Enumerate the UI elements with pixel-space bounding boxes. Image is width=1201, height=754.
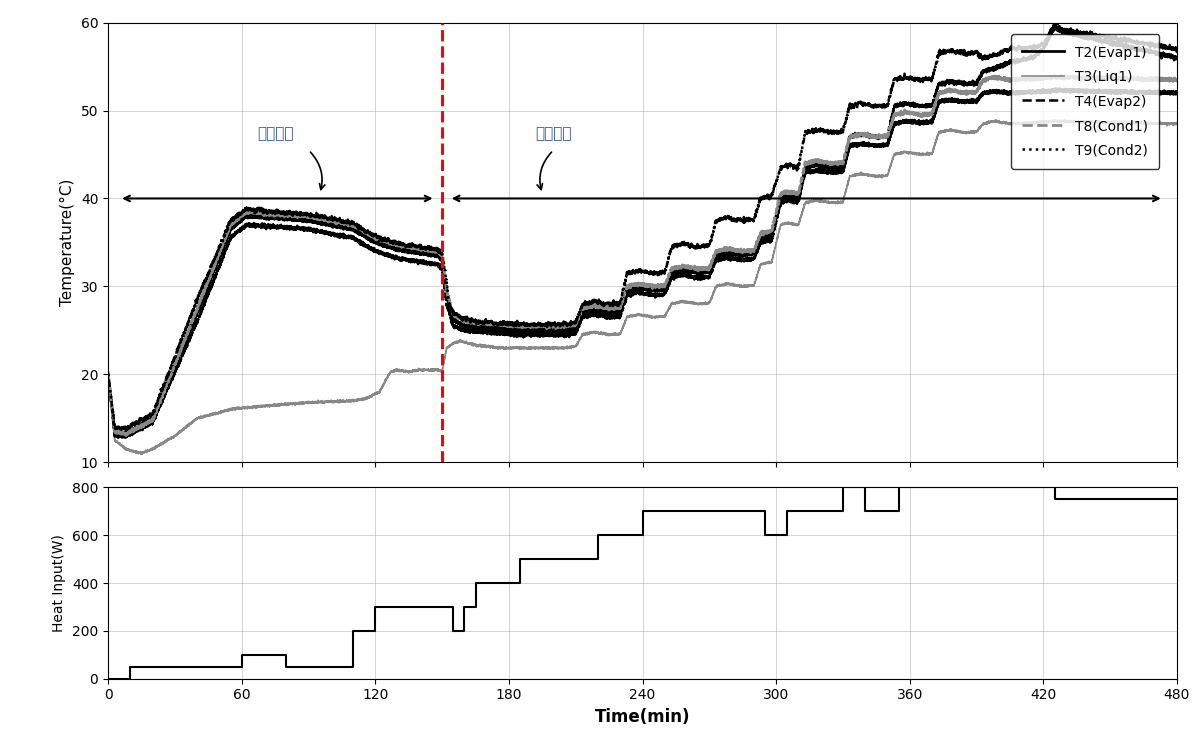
T3(Liq1) [135,450,149,459]
T2(Evap1) [982,87,997,96]
T8(Cond1) [1054,71,1069,80]
T8(Cond1) [903,109,918,118]
T9(Cond2) [1170,44,1184,54]
T2(Evap1) [598,309,613,318]
T4(Evap2) [1170,55,1184,64]
T9(Cond2) [119,427,133,436]
T9(Cond2) [1042,29,1057,38]
T4(Evap2) [110,434,125,443]
T2(Evap1) [101,369,115,378]
T9(Cond2) [598,298,613,307]
T4(Evap2) [598,311,613,320]
Y-axis label: Temperature(°C): Temperature(°C) [60,179,76,306]
T4(Evap2) [903,100,918,109]
T2(Evap1) [952,97,967,106]
T3(Liq1) [1060,117,1075,126]
T4(Evap2) [982,65,997,74]
Line: T2(Evap1): T2(Evap1) [108,88,1177,435]
Text: 작동영역: 작동영역 [536,127,572,141]
Line: T9(Cond2): T9(Cond2) [108,23,1177,431]
T9(Cond2) [101,370,115,379]
T2(Evap1) [1052,84,1066,93]
T2(Evap1) [119,431,133,440]
T3(Liq1) [1042,118,1057,127]
T8(Cond1) [952,87,967,97]
Legend: T2(Evap1), T3(Liq1), T4(Evap2), T8(Cond1), T9(Cond2): T2(Evap1), T3(Liq1), T4(Evap2), T8(Cond1… [1011,34,1159,169]
Line: T3(Liq1): T3(Liq1) [108,120,1177,455]
T2(Evap1) [1060,87,1075,96]
X-axis label: Time(min): Time(min) [594,708,691,726]
T4(Evap2) [1047,21,1062,30]
Y-axis label: Heat Input(W): Heat Input(W) [53,534,66,632]
T9(Cond2) [1047,18,1062,27]
T4(Evap2) [101,371,115,380]
T8(Cond1) [1042,72,1057,81]
T3(Liq1) [101,374,115,383]
T8(Cond1) [982,73,997,82]
Line: T8(Cond1): T8(Cond1) [108,75,1177,436]
T4(Evap2) [952,79,967,88]
T3(Liq1) [952,127,967,136]
T3(Liq1) [598,330,613,339]
T3(Liq1) [988,115,1003,124]
T9(Cond2) [1060,27,1075,36]
T8(Cond1) [1170,75,1184,84]
Text: 시동영역: 시동영역 [257,127,293,141]
Line: T4(Evap2): T4(Evap2) [108,26,1177,438]
T4(Evap2) [1042,33,1057,42]
T9(Cond2) [903,71,918,80]
T8(Cond1) [1060,72,1075,81]
T2(Evap1) [1170,88,1184,97]
T9(Cond2) [982,51,997,60]
T2(Evap1) [903,117,918,126]
T8(Cond1) [101,369,115,378]
T3(Liq1) [1170,119,1184,128]
T4(Evap2) [1060,28,1075,37]
T2(Evap1) [1042,87,1057,96]
T3(Liq1) [903,149,918,158]
T8(Cond1) [598,303,613,312]
T9(Cond2) [952,50,967,59]
T3(Liq1) [982,117,997,126]
T8(Cond1) [119,431,133,440]
